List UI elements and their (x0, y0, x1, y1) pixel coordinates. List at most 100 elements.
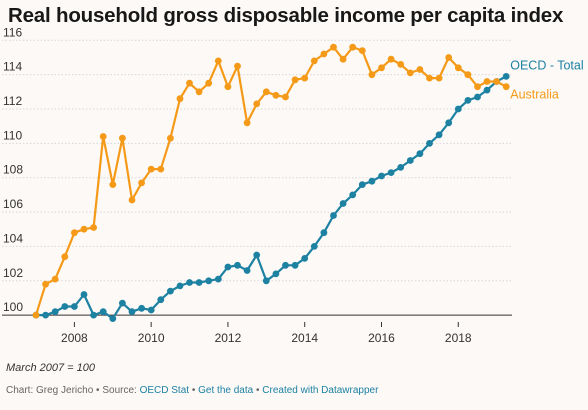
data-point-australia (435, 74, 443, 82)
data-point-australia (128, 196, 136, 204)
data-point-oecd-total (349, 191, 357, 199)
gridlines (2, 39, 512, 316)
data-point-australia (358, 47, 366, 54)
data-point-oecd-total (262, 277, 270, 285)
data-point-oecd-total (128, 308, 136, 316)
data-point-australia (493, 78, 500, 85)
y-tick-label: 100 (3, 300, 23, 314)
data-point-oecd-total (71, 303, 78, 310)
data-point-oecd-total (138, 304, 146, 312)
data-point-oecd-total (51, 308, 59, 316)
x-tick-label: 2014 (291, 331, 318, 345)
series-line-australia (34, 46, 507, 316)
data-point-australia (349, 43, 357, 51)
data-point-australia (416, 66, 424, 73)
series-lines (34, 46, 507, 320)
data-point-oecd-total (464, 97, 472, 104)
chart-credit: Chart: Greg Jericho (6, 385, 94, 396)
y-tick-label: 110 (3, 128, 22, 142)
data-point-oecd-total (483, 86, 491, 94)
data-point-australia (186, 79, 193, 87)
data-point-oecd-total (157, 296, 165, 304)
data-point-oecd-total (416, 150, 424, 158)
footer-separator: • (96, 385, 100, 396)
data-point-oecd-total (435, 131, 443, 139)
data-point-oecd-total (310, 243, 318, 250)
data-point-australia (445, 54, 453, 61)
data-point-australia (147, 165, 155, 173)
data-point-australia (339, 55, 347, 63)
data-point-australia (378, 64, 385, 72)
x-tick-label: 2018 (445, 331, 472, 345)
series-label-oecd-total: OECD - Total (510, 58, 583, 72)
data-point-australia (234, 62, 241, 70)
data-point-australia (310, 57, 318, 65)
y-tick-label: 102 (3, 266, 23, 280)
y-tick-label: 108 (3, 163, 23, 177)
data-point-australia (320, 50, 328, 58)
series-end-labels: OECD - Total Australia (510, 58, 583, 101)
data-point-australia (397, 61, 405, 68)
data-point-oecd-total (301, 255, 309, 262)
x-tick-label: 2012 (215, 331, 242, 345)
data-point-oecd-total (119, 299, 126, 307)
source-link[interactable]: OECD Stat (139, 385, 190, 396)
data-point-australia (42, 280, 49, 288)
data-point-oecd-total (186, 279, 193, 286)
data-point-oecd-total (99, 308, 107, 316)
x-tick-label: 2016 (368, 331, 395, 345)
data-point-oecd-total (378, 172, 385, 180)
data-point-oecd-total (243, 267, 251, 274)
data-point-australia (502, 83, 510, 91)
chart-title: Real household gross disposable income p… (8, 4, 564, 27)
data-point-oecd-total (339, 200, 347, 207)
data-point-oecd-total (282, 261, 289, 269)
data-point-oecd-total (474, 93, 481, 101)
data-point-oecd-total (167, 287, 174, 295)
data-point-oecd-total (109, 315, 117, 322)
data-point-australia (157, 165, 165, 173)
data-point-australia (262, 88, 270, 96)
data-point-oecd-total (320, 229, 328, 237)
series-points (32, 43, 510, 322)
data-point-australia (224, 83, 232, 91)
data-point-australia (464, 71, 472, 79)
data-point-australia (272, 91, 280, 99)
data-point-oecd-total (205, 277, 213, 285)
data-point-australia (301, 74, 309, 82)
data-point-oecd-total (214, 275, 222, 283)
data-point-australia (454, 64, 462, 72)
data-point-oecd-total (387, 169, 395, 177)
data-point-oecd-total (224, 263, 232, 271)
data-point-oecd-total (61, 303, 69, 310)
data-point-australia (474, 83, 481, 91)
data-point-oecd-total (42, 311, 49, 319)
y-axis-tick-labels: 100 102 104 106 108 110 112 114 116 (3, 25, 23, 314)
get-data-link[interactable]: Get the data (198, 385, 254, 396)
data-point-australia (483, 78, 491, 85)
data-point-oecd-total (358, 181, 366, 189)
datawrapper-link[interactable]: Created with Datawrapper (262, 385, 379, 396)
y-tick-label: 106 (3, 197, 23, 211)
data-point-oecd-total (291, 261, 299, 269)
data-point-oecd-total (397, 164, 405, 171)
source-prefix: Source: (102, 385, 137, 396)
series-label-australia: Australia (510, 88, 559, 102)
chart-footer: Chart: Greg Jericho • Source: OECD Stat … (6, 385, 378, 396)
data-point-oecd-total (195, 279, 203, 286)
data-point-australia (426, 74, 433, 82)
line-chart: 100 102 104 106 108 110 112 114 116 2008 2010 2012… (2, 25, 584, 345)
data-point-australia (243, 119, 251, 127)
data-point-oecd-total (147, 306, 155, 314)
x-axis-ticks: 2008 2010 2012 2014 2016 2018 (61, 322, 472, 345)
data-point-oecd-total (272, 270, 280, 278)
data-point-australia (253, 100, 261, 108)
footer-separator: • (191, 385, 196, 396)
data-point-oecd-total (90, 311, 97, 319)
data-point-australia (195, 88, 203, 96)
x-tick-label: 2010 (138, 331, 165, 345)
data-point-australia (109, 181, 117, 189)
x-tick-label: 2008 (61, 331, 88, 345)
data-point-australia (138, 179, 146, 187)
base-period-note: March 2007 = 100 (6, 362, 95, 374)
